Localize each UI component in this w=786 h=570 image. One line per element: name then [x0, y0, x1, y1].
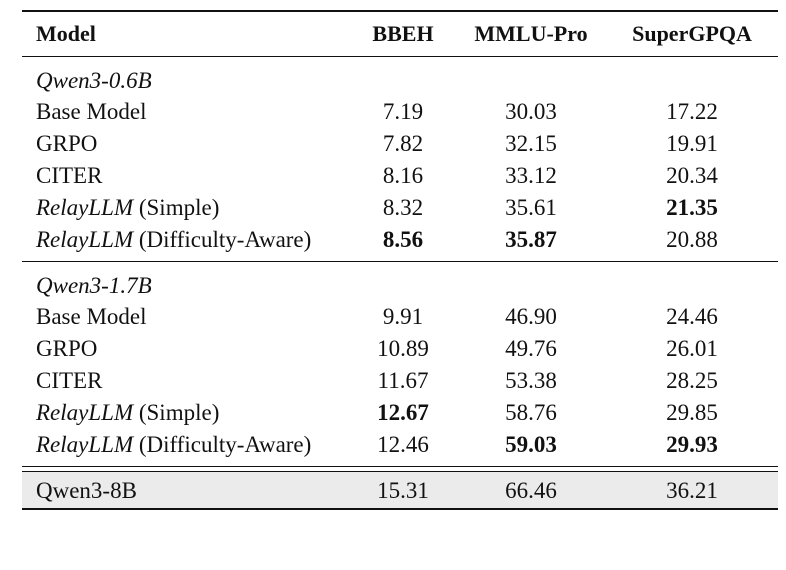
table-row: Base Model 9.91 46.90 24.46 — [22, 300, 778, 332]
supergpqa-value: 20.88 — [666, 226, 718, 252]
model-name: CITER — [36, 162, 103, 188]
model-name: Base Model — [36, 303, 147, 329]
model-name: RelayLLM (Simple) — [22, 401, 350, 424]
supergpqa-value: 20.34 — [666, 162, 718, 188]
supergpqa-value: 29.85 — [666, 399, 718, 425]
model-name-suffix: (Simple) — [133, 399, 220, 425]
model-name-italic: RelayLLM — [36, 399, 134, 425]
bbeh-value-best: 12.67 — [377, 399, 429, 425]
model-name: RelayLLM (Difficulty-Aware) — [22, 228, 350, 251]
mmlu-pro-value: 32.15 — [505, 130, 557, 156]
model-name-suffix: (Difficulty-Aware) — [133, 431, 312, 457]
bbeh-value: 12.46 — [377, 431, 429, 457]
bbeh-value: 8.32 — [382, 194, 424, 220]
mmlu-pro-value: 46.90 — [505, 303, 557, 329]
group-rule — [22, 261, 778, 262]
table-row: RelayLLM (Simple) 12.67 58.76 29.85 — [22, 396, 778, 428]
top-rule — [22, 10, 778, 12]
supergpqa-value-best: 29.93 — [666, 431, 718, 457]
model-name: RelayLLM (Difficulty-Aware) — [22, 433, 350, 456]
supergpqa-value: 24.46 — [666, 303, 718, 329]
model-name-italic: RelayLLM — [36, 194, 134, 220]
header-model: Model — [36, 21, 96, 46]
table-row: Base Model 7.19 30.03 17.22 — [22, 95, 778, 127]
bbeh-value: 8.16 — [382, 162, 424, 188]
mmlu-pro-value: 58.76 — [505, 399, 557, 425]
table-row: CITER 8.16 33.12 20.34 — [22, 159, 778, 191]
table-row: CITER 11.67 53.38 28.25 — [22, 364, 778, 396]
supergpqa-value: 36.21 — [666, 477, 718, 503]
supergpqa-value: 28.25 — [666, 367, 718, 393]
model-name: CITER — [36, 367, 103, 393]
bbeh-value: 7.19 — [382, 98, 424, 124]
supergpqa-value: 26.01 — [666, 335, 718, 361]
model-name: GRPO — [36, 130, 98, 156]
header-supergpqa: SuperGPQA — [632, 21, 752, 46]
bbeh-value: 15.31 — [377, 477, 429, 503]
mmlu-pro-value-best: 35.87 — [505, 226, 557, 252]
group-title-row: Qwen3-1.7B — [22, 270, 778, 300]
table-row: RelayLLM (Simple) 8.32 35.61 21.35 — [22, 191, 778, 223]
table-row: GRPO 10.89 49.76 26.01 — [22, 332, 778, 364]
table-row: RelayLLM (Difficulty-Aware) 8.56 35.87 2… — [22, 223, 778, 255]
bbeh-value-best: 8.56 — [382, 226, 424, 252]
group-title: Qwen3-0.6B — [36, 67, 152, 93]
results-table: Model BBEH MMLU-Pro SuperGPQA Qwen3-0.6B… — [22, 10, 778, 510]
model-name-suffix: (Simple) — [133, 194, 220, 220]
table-row: GRPO 7.82 32.15 19.91 — [22, 127, 778, 159]
bbeh-value: 10.89 — [377, 335, 429, 361]
bottom-rule — [22, 508, 778, 510]
model-name-suffix: (Difficulty-Aware) — [133, 226, 312, 252]
mmlu-pro-value: 66.46 — [505, 477, 557, 503]
model-name-italic: RelayLLM — [36, 431, 134, 457]
table-row: RelayLLM (Difficulty-Aware) 12.46 59.03 … — [22, 428, 778, 460]
header-rule — [22, 56, 778, 57]
double-rule — [22, 466, 778, 472]
header-mmlu-pro: MMLU-Pro — [474, 21, 588, 46]
bbeh-value: 7.82 — [382, 130, 424, 156]
supergpqa-value: 19.91 — [666, 130, 718, 156]
mmlu-pro-value: 49.76 — [505, 335, 557, 361]
mmlu-pro-value: 30.03 — [505, 98, 557, 124]
model-name: RelayLLM (Simple) — [22, 196, 350, 219]
mmlu-pro-value: 53.38 — [505, 367, 557, 393]
model-name: Qwen3-8B — [36, 477, 137, 503]
mmlu-pro-value: 33.12 — [505, 162, 557, 188]
bbeh-value: 9.91 — [382, 303, 424, 329]
model-name-italic: RelayLLM — [36, 226, 134, 252]
model-name: Base Model — [36, 98, 147, 124]
group-title: Qwen3-1.7B — [36, 272, 152, 298]
group-title-row: Qwen3-0.6B — [22, 65, 778, 95]
model-name: GRPO — [36, 335, 98, 361]
reference-row: Qwen3-8B 15.31 66.46 36.21 — [22, 472, 778, 508]
header-row: Model BBEH MMLU-Pro SuperGPQA — [22, 12, 778, 56]
bbeh-value: 11.67 — [377, 367, 429, 393]
header-bbeh: BBEH — [372, 21, 434, 46]
mmlu-pro-value: 35.61 — [505, 194, 557, 220]
mmlu-pro-value-best: 59.03 — [505, 431, 557, 457]
supergpqa-value-best: 21.35 — [666, 194, 718, 220]
supergpqa-value: 17.22 — [666, 98, 718, 124]
